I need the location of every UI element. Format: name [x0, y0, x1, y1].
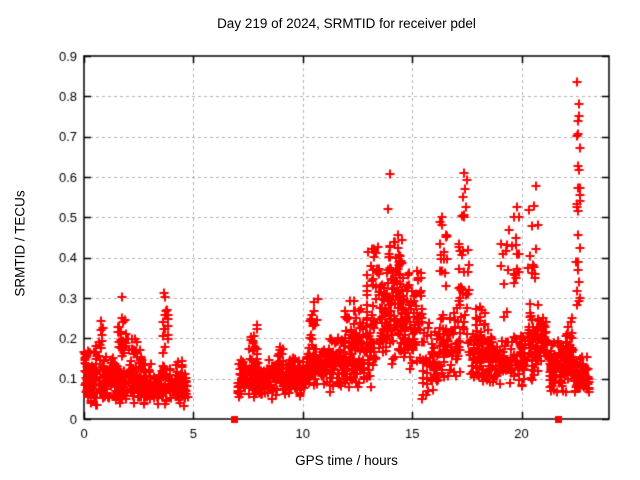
x-axis-label: GPS time / hours [295, 453, 398, 468]
chart-title: Day 219 of 2024, SRMTID for receiver pde… [217, 16, 476, 31]
y-axis-label: SRMTID / TECUs [12, 190, 28, 297]
